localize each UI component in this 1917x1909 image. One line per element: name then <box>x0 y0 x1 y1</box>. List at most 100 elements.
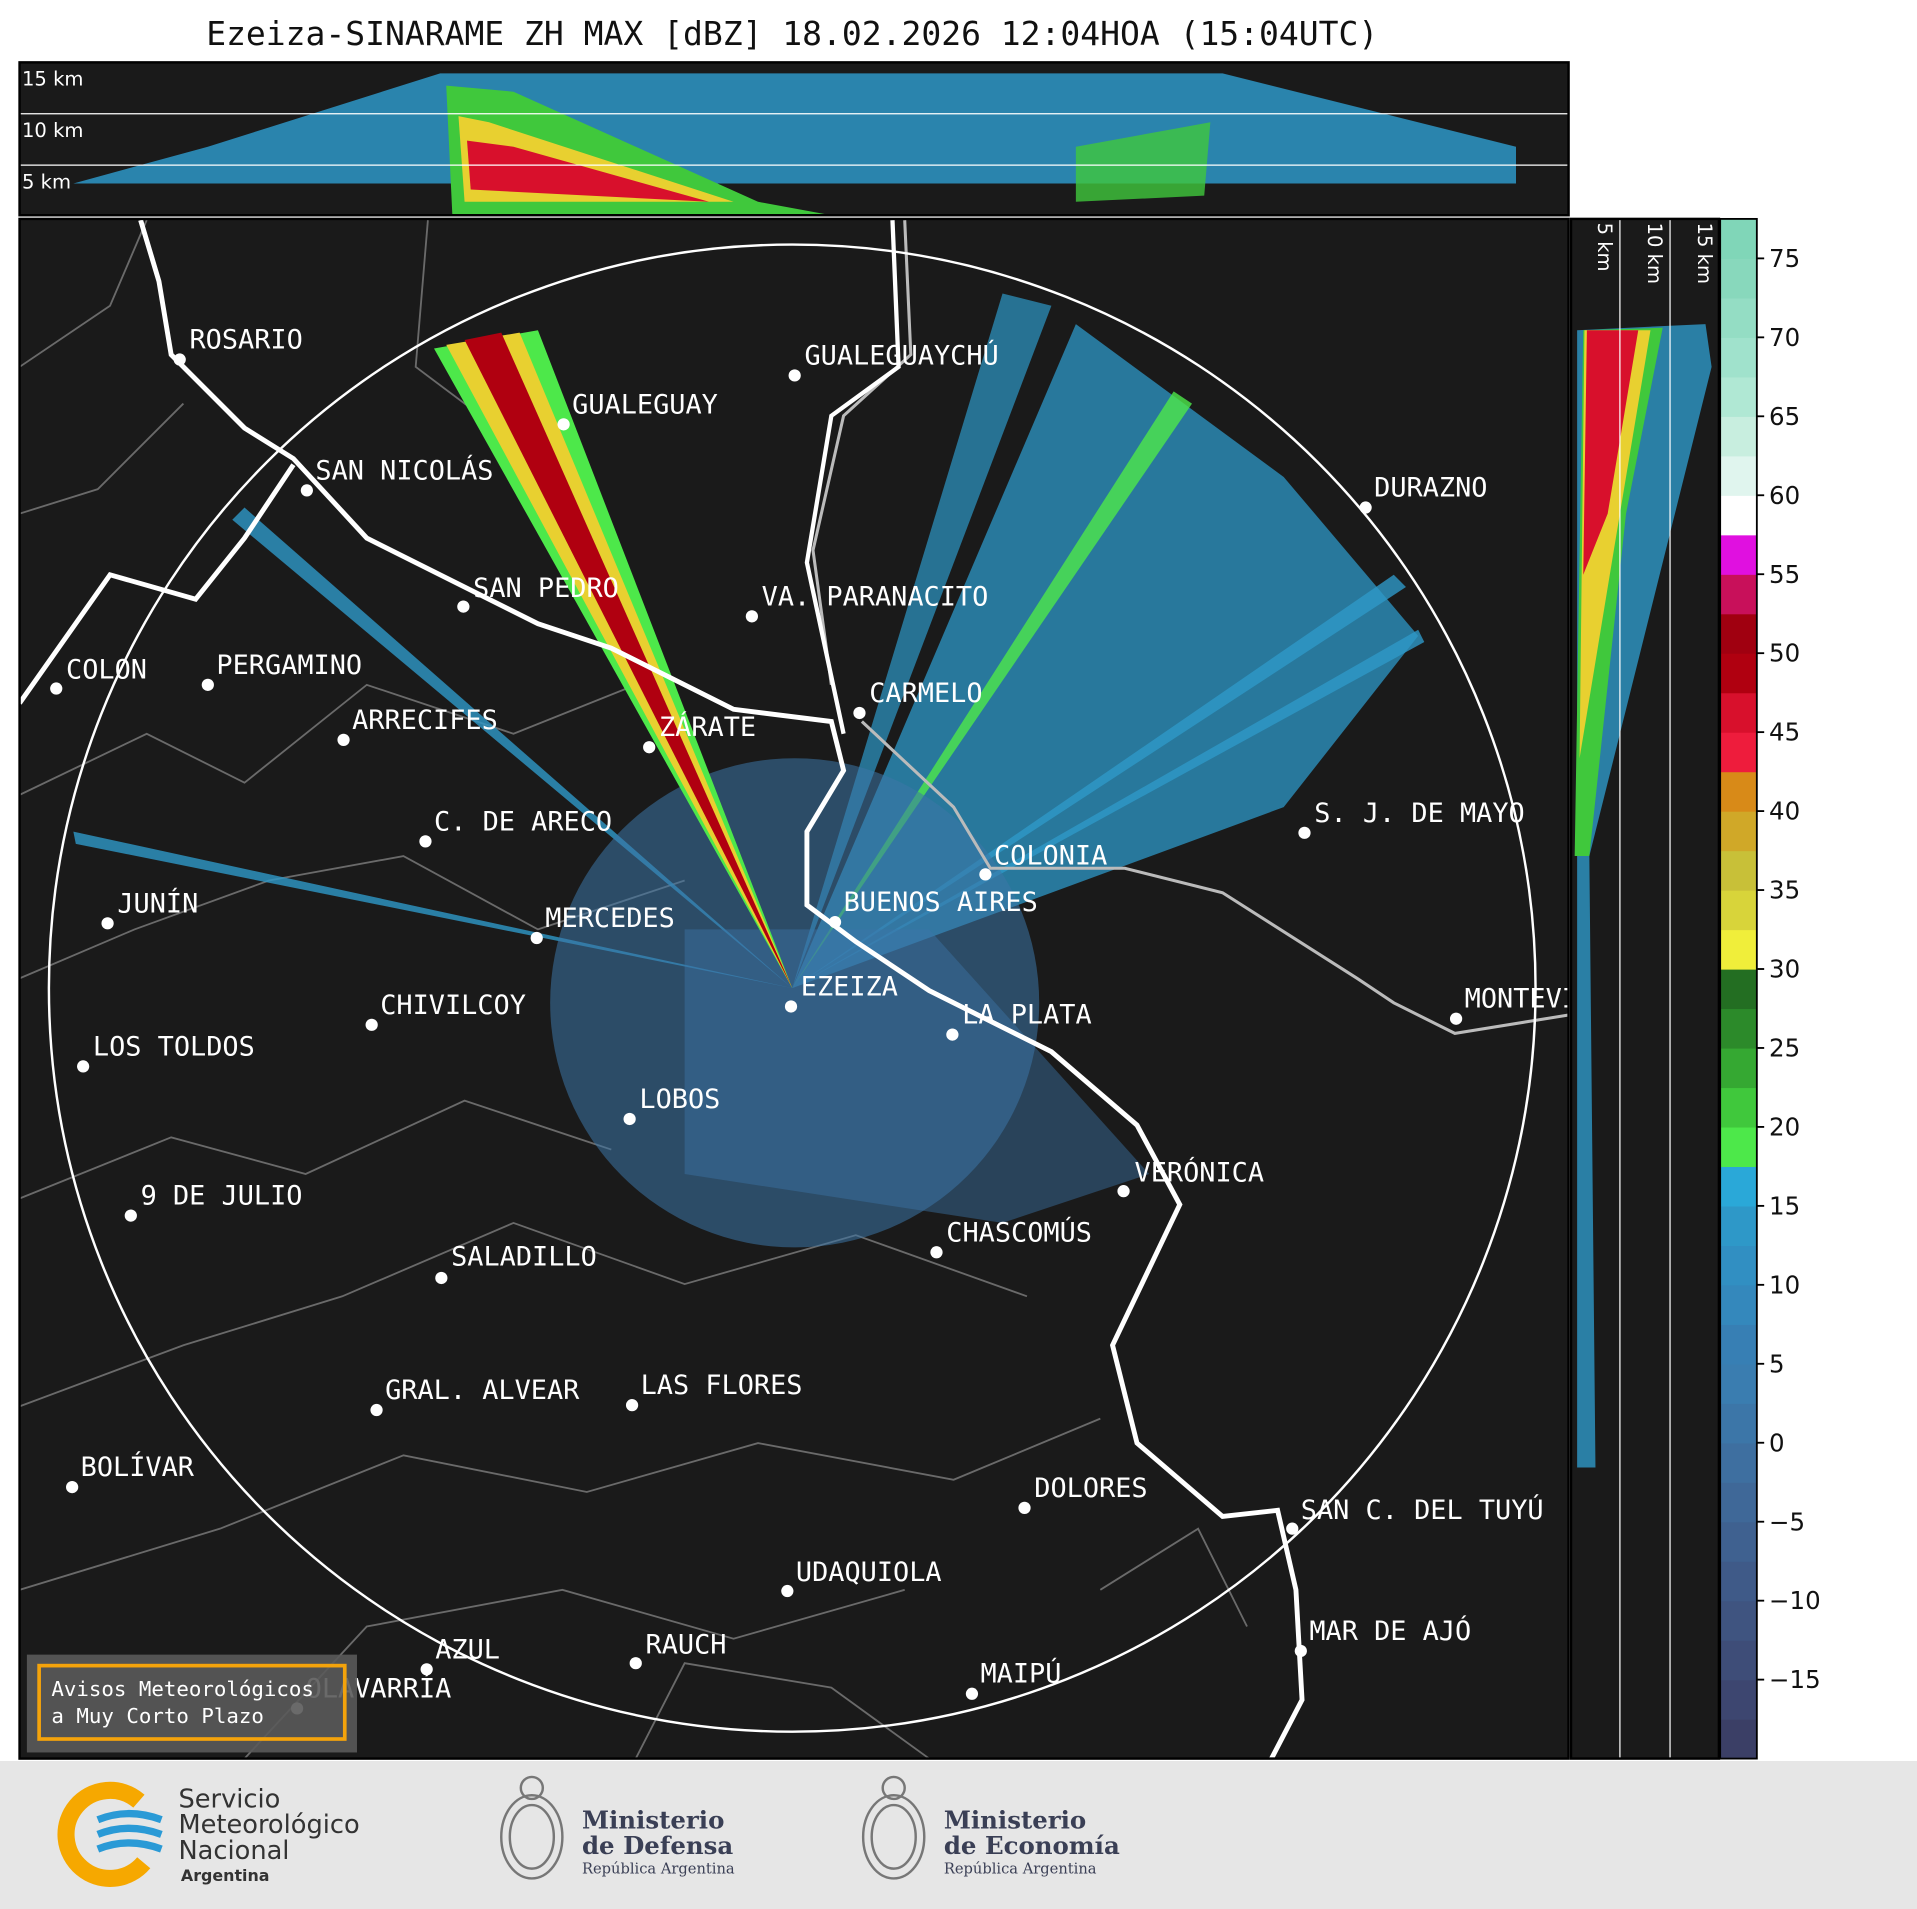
city-label: PERGAMINO <box>216 650 362 681</box>
city-label: RAUCH <box>646 1629 727 1660</box>
city-dot <box>781 1584 794 1598</box>
colorbar-band <box>1720 337 1757 378</box>
city-dot <box>457 600 470 613</box>
colorbar-band <box>1720 969 1757 1010</box>
range-ring <box>47 243 1537 1733</box>
colorbar-band <box>1720 1561 1757 1602</box>
height-label: 10 km <box>22 119 83 142</box>
city-label: CHASCOMÚS <box>946 1216 1092 1248</box>
height-label: 5 km <box>22 170 71 193</box>
city-label: LOBOS <box>639 1084 720 1115</box>
warning-box[interactable] <box>37 1663 347 1741</box>
city-dot <box>930 1246 943 1259</box>
city-dot <box>530 931 543 945</box>
city-dot <box>1294 1644 1307 1658</box>
warning-text: a Muy Corto Plazo <box>51 1704 264 1728</box>
height-label: 15 km <box>22 68 83 91</box>
panel-frame <box>1569 217 1721 1760</box>
city-label: SAN NICOLÁS <box>315 454 493 486</box>
colorbar-band <box>1720 258 1757 299</box>
echo <box>1583 330 1639 575</box>
city-dot <box>745 610 758 623</box>
colorbar-tick-label: 0 <box>1769 1428 1785 1457</box>
city-label: CHIVILCOY <box>380 990 526 1021</box>
colorbar-tick-label: 55 <box>1769 560 1800 589</box>
colorbar-band <box>1720 534 1757 575</box>
city-label: GUALEGUAY <box>572 389 718 420</box>
city-dot <box>101 917 114 930</box>
colorbar-tick-label: 10 <box>1769 1270 1800 1299</box>
city-label: AZUL <box>435 1634 500 1665</box>
city-label: JUNÍN <box>117 887 198 919</box>
boundaries <box>19 219 1248 1759</box>
colorbar-band <box>1720 1521 1757 1562</box>
colorbar-band <box>1720 1363 1757 1404</box>
city-label: C. DE ARECO <box>434 806 612 837</box>
city-dot <box>300 484 313 497</box>
city-dot <box>370 1403 383 1417</box>
city-label: ZÁRATE <box>659 711 756 743</box>
colorbar-tick-label: 30 <box>1769 955 1800 984</box>
city-label: EZEIZA <box>801 971 898 1002</box>
colorbar-band <box>1720 771 1757 812</box>
colorbar-band <box>1720 653 1757 694</box>
footer-text: Ministerio <box>944 1805 1086 1834</box>
city-label: VA. PARANACITO <box>762 581 989 612</box>
footer-text: de Defensa <box>582 1831 733 1860</box>
warning-text: Avisos Meteorológicos <box>51 1677 314 1701</box>
city-dot <box>337 733 350 746</box>
colorbar-band <box>1720 929 1757 970</box>
colorbar-tick-label: −15 <box>1769 1665 1821 1694</box>
city-label: LA PLATA <box>962 1000 1092 1031</box>
colorbar-band <box>1720 416 1757 457</box>
footer-text: Ministerio <box>582 1805 724 1834</box>
colorbar-band <box>1720 1126 1757 1168</box>
city-dot <box>66 1480 79 1494</box>
colorbar-band <box>1720 732 1757 773</box>
colorbar-band <box>1720 218 1757 259</box>
footer-text: República Argentina <box>944 1861 1097 1878</box>
colorbar-band <box>1720 1403 1757 1444</box>
panel-frame <box>18 61 1570 217</box>
city-dot <box>435 1271 448 1285</box>
height-label: 5 km <box>1593 223 1616 272</box>
colorbar-tick-label: 20 <box>1769 1112 1800 1141</box>
colorbar-band <box>1720 890 1757 931</box>
colorbar-band <box>1720 692 1757 733</box>
side-panel: 5 km 10 km 15 km <box>1569 217 1721 1760</box>
city-label: BOLÍVAR <box>81 1451 195 1483</box>
colorbar-band <box>1720 1679 1757 1720</box>
city-dot <box>1117 1185 1130 1198</box>
city-label: SALADILLO <box>451 1242 597 1273</box>
city-dot <box>643 741 656 754</box>
city-dot <box>1449 1012 1463 1025</box>
colorbar-tick-label: 35 <box>1769 876 1800 905</box>
city-label: CARMELO <box>869 678 982 709</box>
city-label: SAN PEDRO <box>473 573 619 604</box>
title: Ezeiza-SINARAME ZH MAX [dBZ] 18.02.2026 … <box>206 14 1378 53</box>
colorbar-band <box>1720 811 1757 852</box>
city-dot <box>1359 501 1372 514</box>
city-dot <box>419 835 432 848</box>
colorbar-band <box>1720 1087 1757 1128</box>
city-label: MONTEVIDEO <box>1465 984 1627 1015</box>
city-label: GUALEGUAYCHÚ <box>804 339 998 371</box>
colorbar-band <box>1720 495 1757 536</box>
colorbar-band <box>1720 574 1757 615</box>
smn-logo <box>57 1781 163 1887</box>
city-label: LOS TOLDOS <box>93 1031 255 1062</box>
colorbar-band <box>1720 1047 1757 1089</box>
warning-backdrop <box>26 1654 357 1753</box>
colorbar-band <box>1720 297 1757 338</box>
city-dot <box>1018 1501 1031 1514</box>
city-label: 9 DE JULIO <box>141 1181 303 1212</box>
colorbar-band <box>1720 1284 1757 1325</box>
footer: Servicio Meteorológico Nacional Argentin… <box>57 1775 1120 1887</box>
colorbar-band <box>1720 1640 1757 1681</box>
city-label: ARRECIFES <box>352 705 498 736</box>
city-label: S. J. DE MAYO <box>1314 798 1524 829</box>
city-dot <box>788 369 801 382</box>
colorbar-band <box>1720 1482 1757 1523</box>
